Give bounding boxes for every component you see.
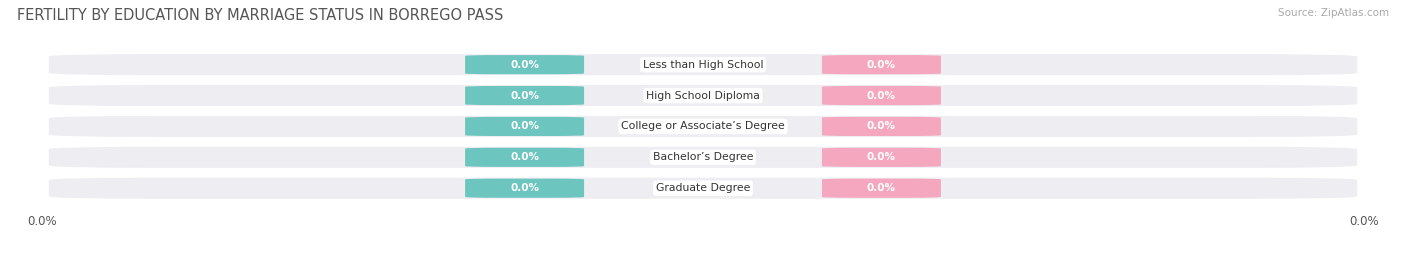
FancyBboxPatch shape <box>465 117 583 136</box>
Text: Less than High School: Less than High School <box>643 60 763 70</box>
FancyBboxPatch shape <box>49 54 1357 75</box>
Text: Bachelor’s Degree: Bachelor’s Degree <box>652 152 754 162</box>
Text: Source: ZipAtlas.com: Source: ZipAtlas.com <box>1278 8 1389 18</box>
Text: 0.0%: 0.0% <box>510 121 538 132</box>
FancyBboxPatch shape <box>49 85 1357 106</box>
FancyBboxPatch shape <box>49 178 1357 199</box>
Text: College or Associate’s Degree: College or Associate’s Degree <box>621 121 785 132</box>
Text: Graduate Degree: Graduate Degree <box>655 183 751 193</box>
FancyBboxPatch shape <box>823 148 941 167</box>
FancyBboxPatch shape <box>49 147 1357 168</box>
Text: 0.0%: 0.0% <box>868 121 896 132</box>
FancyBboxPatch shape <box>465 148 583 167</box>
FancyBboxPatch shape <box>465 179 583 198</box>
Legend: Married, Unmarried: Married, Unmarried <box>619 268 787 269</box>
FancyBboxPatch shape <box>823 55 941 74</box>
Text: 0.0%: 0.0% <box>868 91 896 101</box>
Text: 0.0%: 0.0% <box>868 183 896 193</box>
FancyBboxPatch shape <box>823 117 941 136</box>
FancyBboxPatch shape <box>465 86 583 105</box>
Text: High School Diploma: High School Diploma <box>647 91 759 101</box>
FancyBboxPatch shape <box>823 86 941 105</box>
Text: 0.0%: 0.0% <box>510 152 538 162</box>
Text: 0.0%: 0.0% <box>510 183 538 193</box>
FancyBboxPatch shape <box>49 116 1357 137</box>
Text: 0.0%: 0.0% <box>868 60 896 70</box>
Text: 0.0%: 0.0% <box>510 91 538 101</box>
Text: 0.0%: 0.0% <box>868 152 896 162</box>
Text: 0.0%: 0.0% <box>510 60 538 70</box>
FancyBboxPatch shape <box>465 55 583 74</box>
Text: FERTILITY BY EDUCATION BY MARRIAGE STATUS IN BORREGO PASS: FERTILITY BY EDUCATION BY MARRIAGE STATU… <box>17 8 503 23</box>
FancyBboxPatch shape <box>823 179 941 198</box>
